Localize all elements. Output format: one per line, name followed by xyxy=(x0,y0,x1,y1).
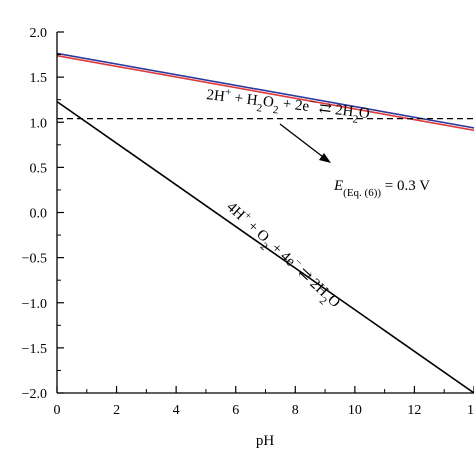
x-tick-label: 8 xyxy=(292,403,299,418)
axes xyxy=(56,32,474,394)
annotation-h2o2-reaction: 2H+ + H2O2 + 2e− ⇄ 2H2O xyxy=(205,84,371,127)
x-tick-label: 12 xyxy=(407,403,421,418)
y-tick-label: 0.0 xyxy=(30,207,48,222)
annotation-e-eq6: E(Eq. (6)) = 0.3 V xyxy=(333,178,430,199)
y-tick-label: −1.0 xyxy=(22,297,47,312)
series-line-0 xyxy=(56,52,474,129)
x-tick-label: 10 xyxy=(348,403,362,418)
plot-lines xyxy=(56,52,474,394)
x-axis-title: pH xyxy=(256,433,275,449)
y-tick-label: −1.5 xyxy=(22,342,47,357)
x-tick-label: 14 xyxy=(467,403,474,418)
y-tick-label: −0.5 xyxy=(22,252,47,267)
x-tick-label: 0 xyxy=(54,403,61,418)
ticks: 2.0 1.5 1.0 0.5 0.0 −0.5 −1.0 −1.5 −2.0 0 2 4 6 8 10 12… xyxy=(22,26,474,418)
y-tick-label: 1.0 xyxy=(30,116,48,131)
x-tick-label: 2 xyxy=(113,403,120,418)
series-line-1 xyxy=(56,54,474,132)
y-tick-label: 0.5 xyxy=(30,161,48,176)
annotation-arrow xyxy=(279,123,331,163)
y-tick-label: 1.5 xyxy=(30,71,48,86)
x-tick-label: 6 xyxy=(232,403,239,418)
series-line-2 xyxy=(56,100,474,394)
x-tick-label: 4 xyxy=(173,403,180,418)
annotation-o2-reaction: 4H+ + O2 + 4e− ⇄ 2H2O xyxy=(220,197,345,315)
y-tick-label: −2.0 xyxy=(22,387,47,402)
y-tick-label: 2.0 xyxy=(30,26,48,41)
